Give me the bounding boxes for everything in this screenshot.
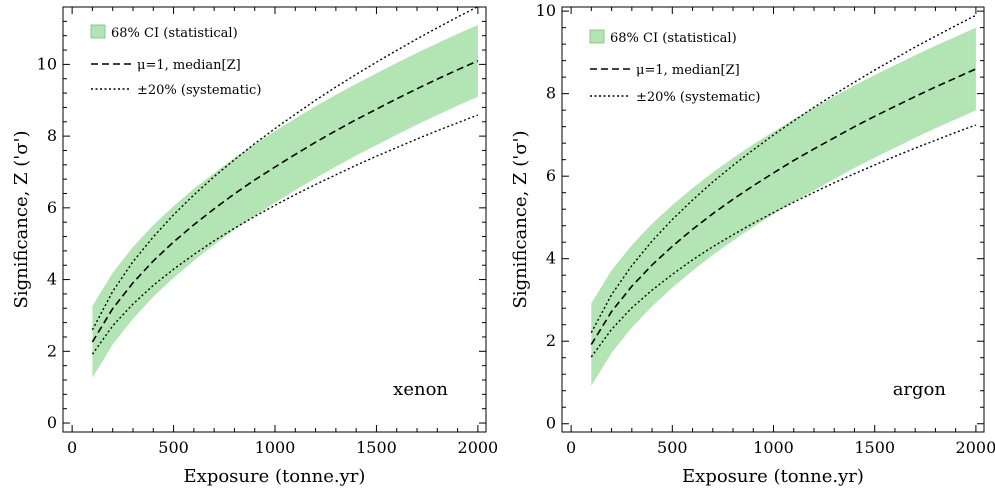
ticks-layer: 0 500 1000 1500 2000 0 2 4 6 8 10 (536, 1, 995, 457)
median-line (91, 60, 479, 343)
y-tick-label: 2 (47, 341, 57, 360)
y-tick-label: 0 (47, 413, 57, 432)
lines-layer (590, 14, 977, 358)
ci-band (591, 27, 976, 386)
x-tick-label: 500 (158, 438, 189, 457)
ci-band-layer (591, 27, 976, 386)
x-tick-label: 1500 (356, 438, 397, 457)
x-tick-label: 1000 (255, 438, 296, 457)
legend: 68% CI (statistical) μ=1, median[Z] ±20%… (90, 24, 261, 98)
y-tick-label: 0 (546, 414, 556, 433)
ticks-layer: 0 500 1000 1500 2000 0 2 4 6 8 10 (37, 6, 499, 457)
plot-frame (62, 6, 487, 433)
median-line (590, 68, 977, 345)
legend-label-systematic: ±20% (systematic) (137, 83, 261, 98)
y-tick-label: 4 (47, 270, 57, 289)
x-tick-label: 500 (657, 438, 688, 457)
ci-band-layer (92, 24, 478, 378)
panel-xenon: 0 500 1000 1500 2000 0 2 4 6 8 10 68% CI (statisti… (11, 5, 499, 487)
systematic-lower-line (590, 124, 977, 358)
annotation-label: xenon (393, 379, 448, 400)
panel-argon: 0 500 1000 1500 2000 0 2 4 6 8 10 68% CI (statisti… (510, 1, 995, 487)
y-axis-label: Significance, Z ('σ') (11, 130, 32, 308)
legend-label-median: μ=1, median[Z] (636, 63, 740, 78)
y-tick-label: 4 (546, 249, 556, 268)
y-tick-label: 8 (47, 126, 57, 145)
y-tick-label: 10 (536, 1, 556, 20)
legend-swatch-ci (90, 24, 106, 39)
x-axis-label: Exposure (tonne.yr) (184, 466, 366, 487)
legend-swatch-ci (589, 29, 605, 44)
x-tick-label: 1500 (854, 438, 895, 457)
legend-label-ci: 68% CI (statistical) (111, 26, 238, 41)
y-tick-label: 2 (546, 331, 556, 350)
y-tick-label: 8 (546, 84, 556, 103)
y-tick-label: 10 (37, 54, 57, 73)
plot-frame (561, 6, 985, 433)
x-tick-label: 2000 (956, 438, 995, 457)
x-axis-label: Exposure (tonne.yr) (682, 466, 864, 487)
lines-layer (91, 5, 479, 355)
y-tick-label: 6 (546, 166, 556, 185)
y-axis-label: Significance, Z ('σ') (510, 130, 531, 308)
systematic-upper-line (590, 14, 977, 333)
y-tick-label: 6 (47, 198, 57, 217)
ci-band (92, 24, 478, 378)
x-tick-label: 2000 (458, 438, 499, 457)
legend-label-systematic: ±20% (systematic) (636, 90, 760, 105)
legend-label-median: μ=1, median[Z] (137, 58, 241, 73)
x-tick-label: 0 (67, 438, 77, 457)
legend: 68% CI (statistical) μ=1, median[Z] ±20%… (589, 29, 760, 105)
annotation-label: argon (893, 379, 947, 400)
legend-label-ci: 68% CI (statistical) (610, 31, 737, 46)
x-tick-label: 1000 (753, 438, 794, 457)
x-tick-label: 0 (566, 438, 576, 457)
